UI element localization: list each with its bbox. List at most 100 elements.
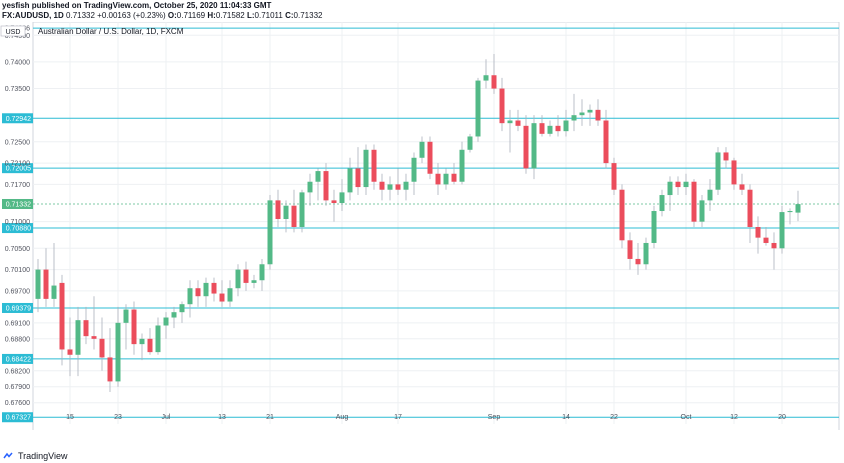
candle-body [595, 109, 601, 121]
candle-body [131, 309, 137, 345]
candle-body [603, 120, 609, 164]
candle-body [227, 288, 233, 302]
y-tick-label: 0.67900 [5, 384, 30, 391]
candle-body [771, 242, 777, 249]
candle-body [715, 152, 721, 190]
candle-body [203, 282, 209, 297]
candle-body [67, 349, 73, 355]
x-tick-label: 20 [778, 414, 786, 421]
level-label-bg [2, 302, 33, 313]
candle-body [723, 152, 729, 161]
y-tick-label: 0.70100 [5, 267, 30, 274]
chart-container[interactable]: 0.746360.729420.720050.708800.693790.684… [0, 21, 844, 433]
candle-body [515, 120, 521, 126]
candle-body [147, 338, 153, 353]
level-label: 0.72005 [6, 166, 31, 173]
candle-body [51, 285, 57, 299]
ohlc-bar: FX:AUDUSD, 1D 0.71332 +0.00163 (+0.23%) … [2, 11, 322, 21]
price-chart[interactable]: 0.746360.729420.720050.708800.693790.684… [0, 21, 844, 433]
candle-body [523, 125, 529, 169]
plot-border [32, 21, 840, 433]
candle-body [155, 325, 161, 353]
candle-body [35, 269, 41, 299]
candle-body [115, 322, 121, 382]
candle-body [43, 269, 49, 299]
candle-body [307, 181, 313, 193]
y-tick-label: 0.71000 [5, 219, 30, 226]
candle-body [315, 171, 321, 182]
candle-body [299, 192, 305, 227]
candle-body [171, 312, 177, 318]
y-tick-label: 0.68200 [5, 368, 30, 375]
candle-body [371, 149, 377, 182]
candle-body [619, 189, 625, 241]
candle-body [627, 240, 633, 259]
level-label-bg [2, 113, 33, 124]
close-label: C: [285, 11, 294, 20]
candle-body [699, 200, 705, 222]
candle-body [667, 181, 673, 196]
candle-body [475, 80, 481, 137]
candle-body [91, 336, 97, 339]
candle-body [579, 112, 585, 116]
candle-body [731, 160, 737, 185]
y-tick-label: 0.70500 [5, 246, 30, 253]
y-tick-label: 0.72100 [5, 161, 30, 168]
publish-info: yesfish published on TradingView.com, Oc… [2, 1, 271, 11]
footer-brand: TradingView [18, 451, 68, 461]
candle-body [795, 204, 801, 213]
candle-body [739, 184, 745, 190]
open-label: O: [167, 11, 177, 20]
candle-body [435, 173, 441, 185]
candle-body [387, 184, 393, 190]
candle-body [323, 171, 329, 201]
candle-body [651, 211, 657, 243]
candle-body [707, 189, 713, 201]
low-value: 0.71011 [254, 11, 283, 20]
candle-body [163, 317, 169, 326]
candle-body [123, 309, 129, 323]
candle-body [243, 269, 249, 283]
candle-body [99, 338, 105, 358]
x-tick-label: 17 [394, 414, 402, 421]
low-label: L: [246, 11, 255, 20]
last-price: 0.71332 [66, 11, 95, 20]
level-label: 0.67327 [6, 415, 31, 422]
level-label-bg [2, 163, 33, 174]
candle-body [755, 226, 761, 238]
x-tick-label: 13 [218, 414, 226, 421]
candle-body [267, 200, 273, 265]
currency-label: USD [6, 29, 21, 36]
y-tick-label: 0.67600 [5, 400, 30, 407]
level-label: 0.70880 [6, 226, 31, 233]
y-tick-label: 0.69700 [5, 288, 30, 295]
candle-body [355, 168, 361, 188]
candle-body [563, 120, 569, 132]
candle-body [499, 88, 505, 124]
candle-body [339, 192, 345, 204]
publish-text: yesfish published on TradingView.com, Oc… [2, 1, 272, 10]
y-tick-label: 0.74500 [5, 33, 30, 40]
y-tick-label: 0.69100 [5, 320, 30, 327]
candle-body [107, 357, 113, 382]
x-tick-label: 14 [562, 414, 570, 421]
candle-body [491, 75, 497, 89]
candle-body [763, 237, 769, 243]
candle-body [275, 200, 281, 220]
candle-body [451, 173, 457, 182]
candle-body [779, 212, 785, 249]
y-tick-label: 0.74000 [5, 59, 30, 66]
candle-body [635, 258, 641, 265]
level-label: 0.72942 [6, 116, 31, 123]
candle-body [507, 120, 513, 124]
symbol-label: FX:AUDUSD, 1D [2, 11, 64, 20]
level-label: 0.69379 [6, 305, 31, 312]
x-tick-label: 21 [266, 414, 274, 421]
candle-body [195, 288, 201, 297]
x-tick-label: Jul [162, 414, 171, 421]
candle-body [251, 280, 257, 283]
y-tick-label: 0.68800 [5, 336, 30, 343]
currency-tag [0, 25, 26, 37]
open-value: 0.71169 [176, 11, 206, 20]
candle-body [643, 242, 649, 265]
